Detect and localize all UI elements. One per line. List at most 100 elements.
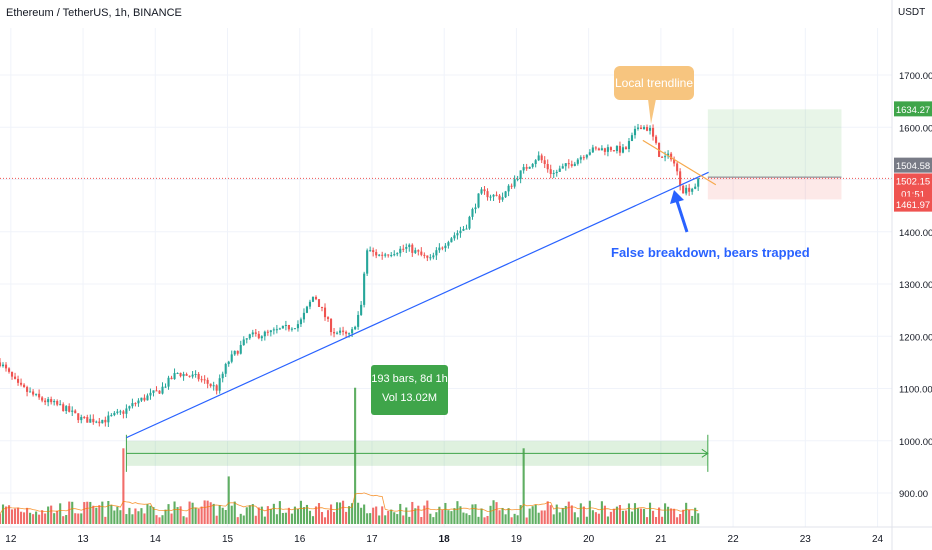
volume-bar <box>429 513 432 524</box>
measure-range[interactable] <box>125 434 709 472</box>
volume-bar <box>89 501 92 524</box>
candle-body <box>375 252 378 256</box>
candle-body <box>245 338 248 340</box>
candle-body <box>302 312 306 320</box>
volume-bar <box>230 505 233 524</box>
candle-body <box>691 188 694 192</box>
y-tick-label: 1300.00 <box>899 280 932 291</box>
volume-bar <box>417 505 420 524</box>
candle-body <box>278 328 281 330</box>
volume-bar <box>176 507 179 524</box>
candle-body <box>143 397 146 401</box>
candle-body <box>543 160 546 165</box>
candle-body <box>128 406 131 409</box>
candle-body <box>342 330 345 332</box>
false-breakdown-note[interactable]: False breakdown, bears trapped <box>611 245 810 260</box>
volume-bar <box>50 505 53 524</box>
candle-body <box>697 178 700 187</box>
profit-zone <box>707 109 842 178</box>
candle-body <box>336 332 339 334</box>
candle-body <box>390 255 393 257</box>
candle-body <box>585 154 588 158</box>
volume-bar <box>528 508 531 524</box>
local-trendline-note[interactable]: Local trendline <box>614 66 694 100</box>
candle-body <box>618 145 621 153</box>
candle-body <box>624 147 628 150</box>
candle-body <box>164 386 167 388</box>
y-tick-label: 1200.00 <box>899 332 932 343</box>
volume-bar <box>257 507 260 524</box>
candle-body <box>561 166 564 169</box>
volume-bar <box>420 517 423 524</box>
volume-bar <box>206 500 209 524</box>
volume-bar <box>332 512 336 524</box>
candle-body <box>372 250 375 253</box>
volume-bar <box>131 514 134 524</box>
volume-bar <box>13 508 17 524</box>
volume-bar <box>516 515 519 524</box>
candle-body <box>414 250 417 253</box>
long-position-tool[interactable] <box>0 109 892 200</box>
candle-body <box>305 306 309 313</box>
candle-body <box>456 233 459 236</box>
measure-info-box[interactable]: 193 bars, 8d 1h Vol 13.02M <box>371 365 448 415</box>
volume-bar <box>299 500 302 524</box>
x-tick-label: 14 <box>150 534 162 545</box>
candle-body <box>299 319 302 325</box>
candle-body <box>567 163 570 165</box>
volume-bar <box>293 506 296 524</box>
candle-body <box>351 329 354 334</box>
candle-body <box>29 391 32 393</box>
candle-body <box>152 390 155 393</box>
volume-bar <box>438 506 441 524</box>
candle-body <box>107 415 110 423</box>
candle-body <box>516 178 519 180</box>
y-axis-unit: USDT <box>898 7 926 18</box>
volume-bar <box>278 501 281 524</box>
candle-body <box>329 318 333 333</box>
drawings[interactable] <box>126 99 717 439</box>
breakdown-arrow-head <box>670 190 684 204</box>
candle-body <box>679 171 682 186</box>
candle-body <box>627 141 631 150</box>
x-tick-label: 13 <box>77 534 89 545</box>
volume-bar <box>98 505 101 524</box>
volume-bar <box>317 503 321 524</box>
volume-bar <box>688 509 691 524</box>
volume-bar <box>372 507 375 524</box>
candle-body <box>676 163 679 172</box>
breakdown-arrow <box>674 197 689 233</box>
volume-bar <box>266 506 269 524</box>
candle-body <box>537 155 540 161</box>
candle-body <box>519 170 522 179</box>
candle-body <box>92 418 95 423</box>
candle-body <box>348 333 351 335</box>
candle-body <box>636 127 640 129</box>
candle-body <box>378 254 381 256</box>
volume-bar <box>670 508 673 524</box>
volume-bar <box>405 507 408 524</box>
volume-bar <box>600 501 603 524</box>
volume-bar <box>275 514 278 524</box>
volume-bar <box>10 509 14 524</box>
candle-body <box>552 173 555 175</box>
candle-body <box>134 403 137 405</box>
candle-body <box>408 244 411 248</box>
candle-body <box>236 350 239 354</box>
y-tick-label: 1600.00 <box>899 123 932 134</box>
volume-bar <box>435 512 438 524</box>
volume-bar <box>113 510 116 524</box>
candle-body <box>501 197 504 200</box>
candle-body <box>131 403 134 407</box>
candle-body <box>257 333 260 339</box>
candle-body <box>50 399 53 403</box>
y-tick-label: 1700.00 <box>899 71 932 82</box>
volume-bar <box>122 448 125 524</box>
candle-body <box>17 378 20 383</box>
candle-body <box>360 304 363 315</box>
candle-body <box>254 332 257 334</box>
volume-bar <box>342 500 345 524</box>
volume-bar <box>612 508 615 524</box>
